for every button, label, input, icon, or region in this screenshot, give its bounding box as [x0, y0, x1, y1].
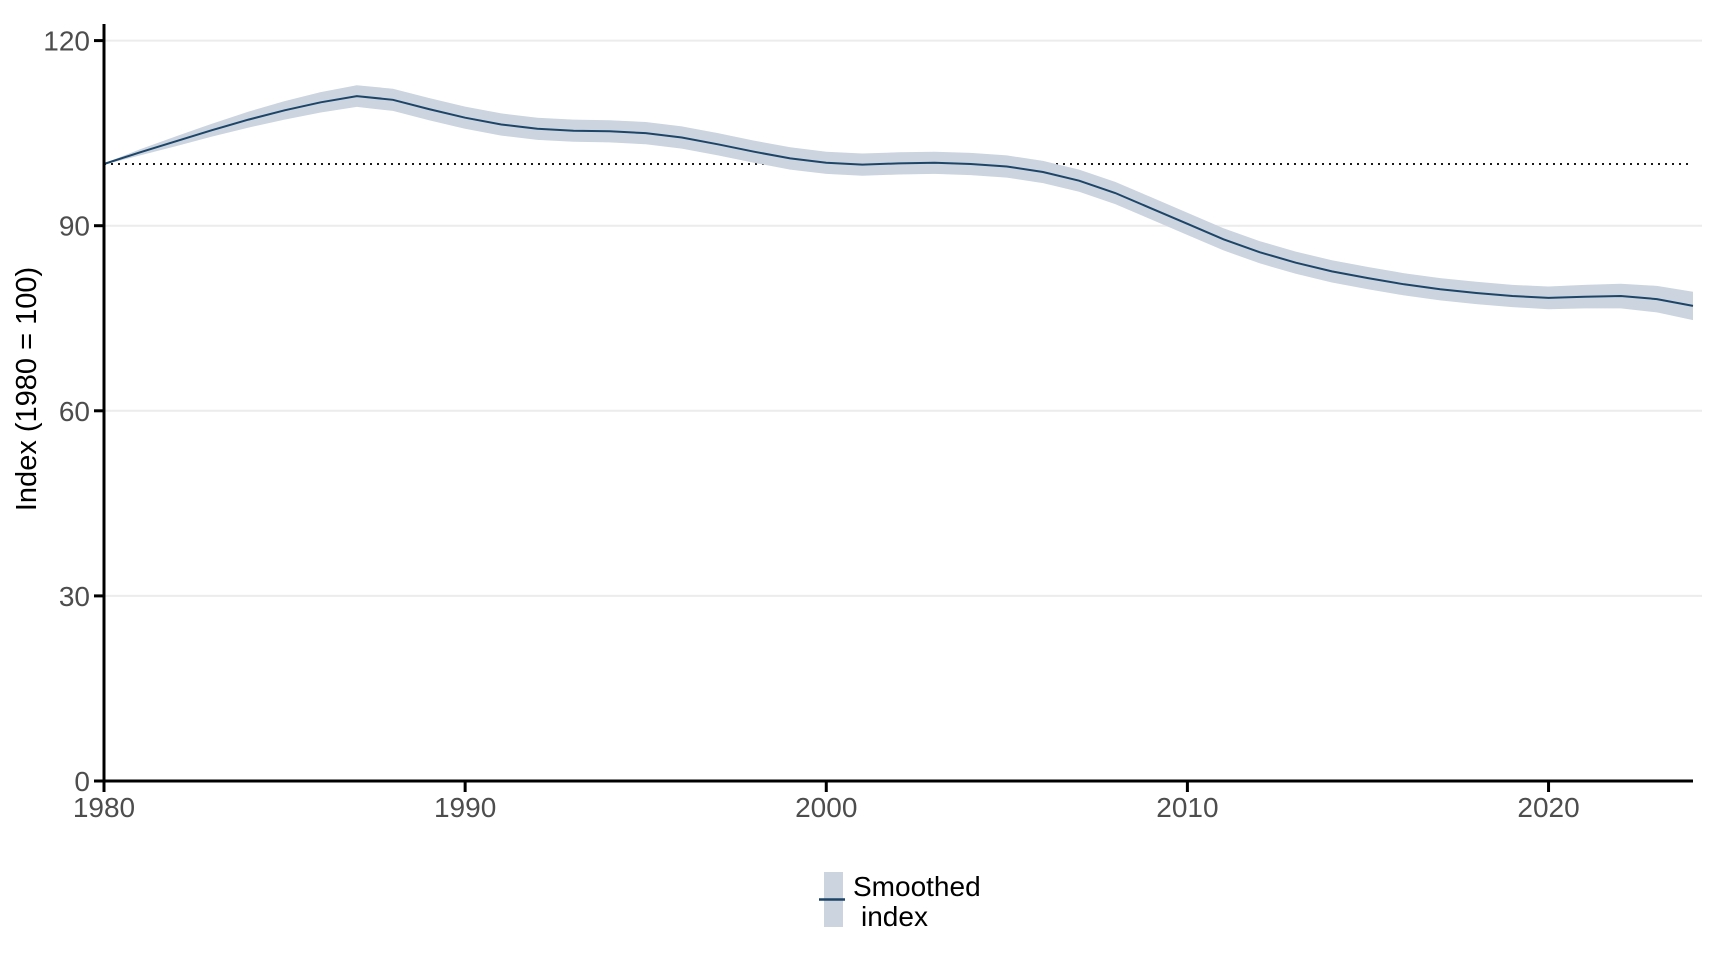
x-axis-ticks [102, 782, 1551, 792]
x-tick-label: 1980 [73, 792, 135, 823]
x-tick-label: 2010 [1156, 792, 1218, 823]
gridlines [104, 39, 1702, 597]
legend-label-line1: Smoothed [853, 871, 981, 902]
x-axis-tick-labels: 1980 1990 2000 2010 2020 [73, 792, 1580, 823]
smoothed-line [103, 95, 1694, 307]
y-tick-label: 60 [59, 396, 90, 427]
legend: Smoothed index [819, 871, 981, 932]
y-axis-title: Index (1980 = 100) [11, 267, 43, 511]
confidence-band [104, 85, 1693, 321]
x-tick-label: 2020 [1517, 792, 1579, 823]
x-tick-label: 1990 [434, 792, 496, 823]
y-tick-label: 30 [59, 581, 90, 612]
legend-label-line2: index [861, 901, 928, 932]
x-tick-label: 2000 [795, 792, 857, 823]
y-tick-label: 120 [43, 26, 90, 57]
y-tick-label: 0 [74, 766, 90, 797]
y-axis-ticks [94, 39, 103, 783]
y-tick-label: 90 [59, 211, 90, 242]
y-axis-tick-labels: 0 30 60 90 120 [43, 26, 90, 797]
